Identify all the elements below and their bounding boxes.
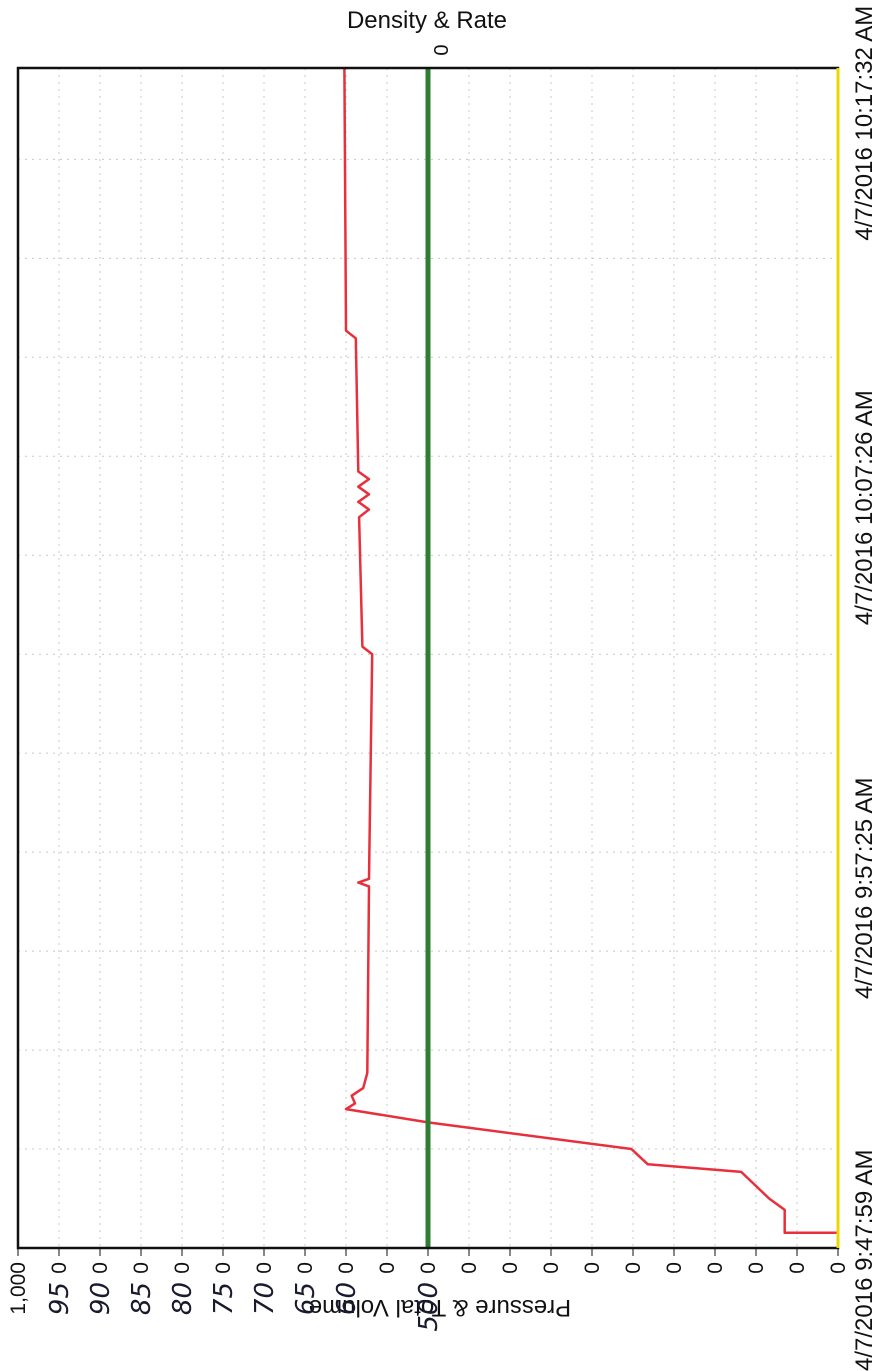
y-tick-label: 0 [130, 1262, 153, 1274]
x-tick-label: 4/7/2016 9:57:25 AM [851, 778, 878, 1000]
handwritten-label: 60 [332, 1282, 362, 1315]
y-tick-label: 0 [212, 1262, 235, 1274]
y-tick-label: 0 [253, 1262, 276, 1274]
y-tick-label: 0 [581, 1262, 604, 1274]
y-tick-label: 0 [294, 1262, 317, 1274]
y-tick-label: 0 [417, 1262, 440, 1274]
y-tick-label: 0 [48, 1262, 71, 1274]
handwritten-label: 95 [45, 1282, 75, 1315]
y-tick-label: 0 [376, 1262, 399, 1274]
y-tick-label: 0 [499, 1262, 522, 1274]
y-tick-label: 0 [458, 1262, 481, 1274]
x-tick-label: 4/7/2016 9:47:59 AM [851, 1149, 878, 1371]
series-line-red [343, 67, 840, 1248]
y-tick-label: 0 [540, 1262, 563, 1274]
grid [18, 68, 838, 1248]
series-group [343, 67, 840, 1248]
y-tick-label: 1,000 [7, 1262, 30, 1315]
handwritten-label: 70 [250, 1282, 280, 1315]
y-tick-label: 0 [786, 1262, 809, 1274]
y-tick-label: 0 [89, 1262, 112, 1274]
handwritten-label: 90 [86, 1282, 116, 1315]
y-tick-label: 0 [171, 1262, 194, 1274]
handwritten-label: 80 [168, 1282, 198, 1315]
y-tick-label: 0 [335, 1262, 358, 1274]
y-tick-label: 0 [663, 1262, 686, 1274]
y-tick-label: 0 [827, 1262, 850, 1274]
frame [16, 66, 840, 1256]
y-tick-label: 0 [704, 1262, 727, 1274]
handwritten-label: 75 [209, 1282, 239, 1315]
handwritten-label: 65 [291, 1282, 321, 1315]
top-axis-tick: 0 [429, 44, 451, 55]
handwritten-label: 500 [414, 1282, 444, 1332]
x-tick-label: 4/7/2016 10:07:26 AM [851, 390, 878, 625]
x-tick-label: 4/7/2016 10:17:32 AM [851, 6, 878, 241]
handwritten-label: 85 [127, 1282, 157, 1315]
y-axis-label: Pressure & Total Volume [309, 1294, 571, 1321]
y-tick-label: 0 [622, 1262, 645, 1274]
y-tick-label: 0 [745, 1262, 768, 1274]
chart-title: Density & Rate [347, 7, 507, 34]
